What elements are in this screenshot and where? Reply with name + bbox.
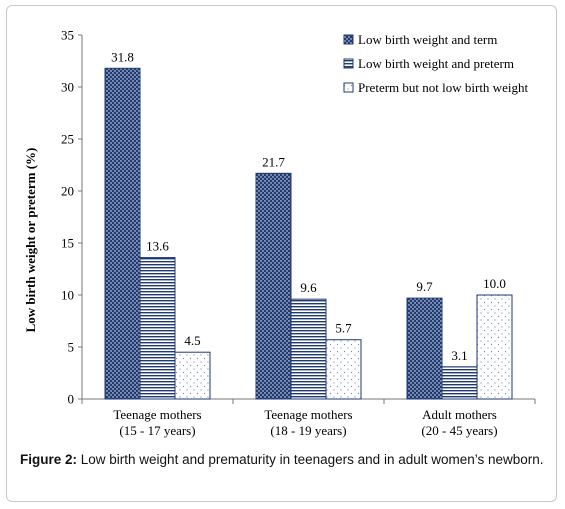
y-tick-label: 15 [61, 236, 74, 251]
bar [441, 366, 478, 400]
data-label: 31.8 [111, 49, 134, 64]
y-tick-label: 5 [68, 340, 75, 355]
bar [139, 257, 176, 400]
x-category-label: Teenage mothers [264, 407, 352, 422]
bar [476, 294, 513, 400]
legend: Low birth weight and term Low birth weigh… [343, 32, 528, 95]
data-label: 4.5 [184, 333, 200, 348]
y-tick-label: 0 [68, 392, 75, 407]
legend-swatch [343, 34, 354, 45]
data-label: 3.1 [451, 348, 467, 363]
x-category-label: (15 - 17 years) [119, 423, 195, 438]
legend-entry: Preterm but not low birth weight [358, 80, 528, 95]
y-tick-label: 20 [61, 184, 74, 199]
data-label: 13.6 [146, 239, 169, 254]
x-category-label: Teenage mothers [113, 407, 201, 422]
x-category-label: (18 - 19 years) [270, 423, 346, 438]
data-label: 9.6 [300, 280, 317, 295]
figure-caption: Figure 2: Low birth weight and prematuri… [20, 451, 550, 468]
y-tick-label: 35 [61, 28, 74, 43]
data-label: 10.0 [483, 276, 506, 291]
data-label: 5.7 [335, 321, 352, 336]
x-axis: Teenage mothers(15 - 17 years)Teenage mo… [81, 398, 536, 438]
bars: 31.8 13.6 4.5 21.7 9.6 5.7 9.7 3.1 10.0 [104, 49, 513, 400]
bar [290, 298, 327, 400]
data-label: 9.7 [416, 279, 433, 294]
caption-label: Figure 2: [20, 452, 78, 467]
legend-swatch [343, 58, 354, 69]
bar [104, 67, 141, 400]
legend-swatch [343, 82, 354, 93]
bar [255, 172, 292, 400]
y-axis: 0 5 10 15 20 25 30 35 [61, 28, 83, 407]
y-tick-label: 10 [61, 288, 74, 303]
y-tick-label: 25 [61, 132, 74, 147]
x-category-label: (20 - 45 years) [421, 423, 497, 438]
caption-text: Low birth weight and prematurity in teen… [77, 452, 544, 467]
legend-entry: Low birth weight and term [358, 32, 497, 47]
y-tick-label: 30 [61, 80, 74, 95]
data-label: 21.7 [262, 154, 285, 169]
x-category-label: Adult mothers [422, 407, 497, 422]
bar [406, 297, 443, 400]
bar [325, 339, 362, 400]
bar [174, 351, 211, 400]
legend-entry: Low birth weight and preterm [358, 56, 514, 71]
y-axis-label: Low birth weight or preterm (%) [23, 148, 38, 333]
